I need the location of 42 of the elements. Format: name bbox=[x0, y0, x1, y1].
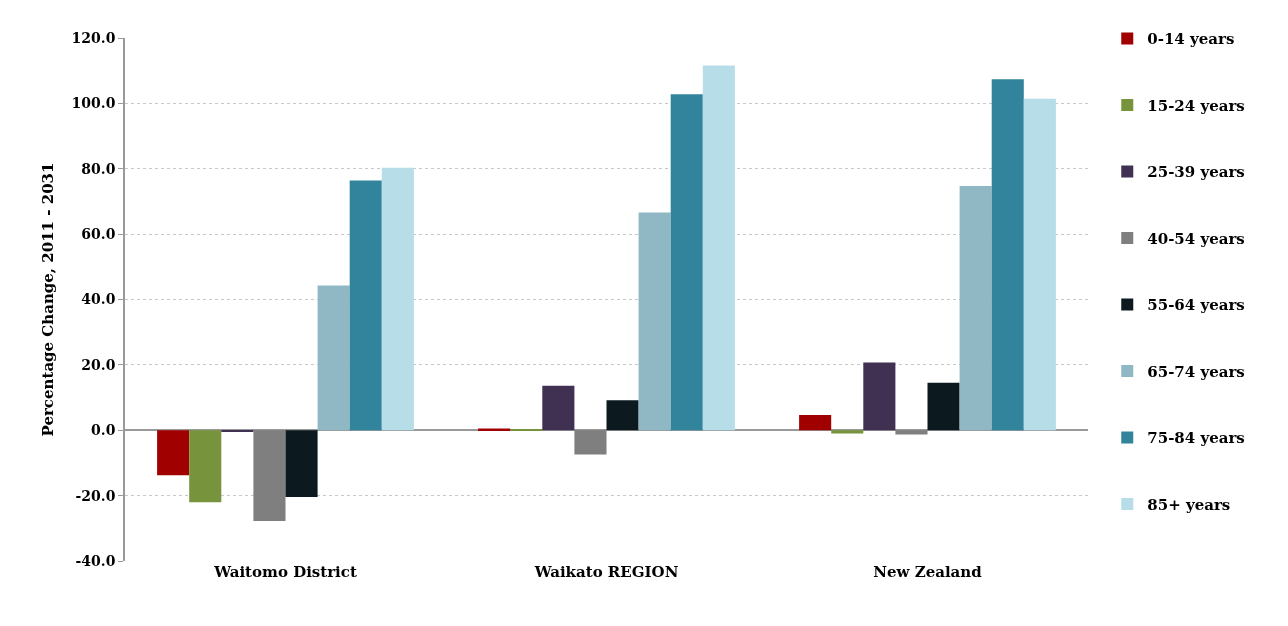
legend-label: 15-24 years bbox=[1147, 96, 1245, 115]
y-tick-label: 40.0 bbox=[81, 291, 116, 308]
bar bbox=[927, 382, 960, 431]
y-tick-label: 0.0 bbox=[91, 422, 116, 439]
y-tick-label: 80.0 bbox=[81, 160, 116, 177]
y-tick-label: 20.0 bbox=[81, 356, 116, 373]
bar bbox=[574, 430, 607, 455]
legend-label: 25-39 years bbox=[1147, 163, 1245, 182]
legend-label: 85+ years bbox=[1147, 495, 1231, 514]
y-tick-label: 120.0 bbox=[71, 29, 116, 46]
bar bbox=[1023, 98, 1056, 431]
x-tick-label: Waitomo District bbox=[213, 563, 357, 581]
legend-label: 75-84 years bbox=[1147, 429, 1245, 448]
y-tick-label: 60.0 bbox=[81, 226, 116, 243]
bar bbox=[702, 65, 735, 431]
y-tick-label: -40.0 bbox=[75, 552, 116, 569]
bar bbox=[895, 430, 928, 435]
x-tick-label: New Zealand bbox=[873, 563, 983, 581]
y-tick-label: 100.0 bbox=[71, 95, 116, 112]
bar bbox=[831, 430, 864, 434]
bar bbox=[959, 186, 992, 431]
bar bbox=[285, 430, 318, 497]
legend-label: 40-54 years bbox=[1147, 229, 1245, 248]
bar bbox=[157, 430, 190, 476]
bar bbox=[606, 400, 639, 431]
bar bbox=[189, 430, 222, 503]
x-tick-label: Waikato REGION bbox=[533, 563, 679, 581]
bar bbox=[253, 430, 286, 522]
bar bbox=[799, 414, 832, 431]
bar bbox=[349, 180, 382, 431]
bar bbox=[381, 167, 414, 431]
bar bbox=[670, 94, 703, 431]
bar bbox=[863, 362, 896, 431]
bar bbox=[991, 79, 1024, 431]
bar bbox=[638, 212, 671, 431]
bar bbox=[542, 385, 575, 431]
legend-label: 55-64 years bbox=[1147, 296, 1245, 315]
bar bbox=[317, 285, 350, 431]
legend-label: 0-14 years bbox=[1147, 30, 1235, 49]
y-axis-title: Percentage Change, 2011 - 2031 bbox=[39, 162, 58, 437]
legend-label: 65-74 years bbox=[1147, 362, 1245, 381]
y-tick-label: -20.0 bbox=[75, 487, 116, 504]
